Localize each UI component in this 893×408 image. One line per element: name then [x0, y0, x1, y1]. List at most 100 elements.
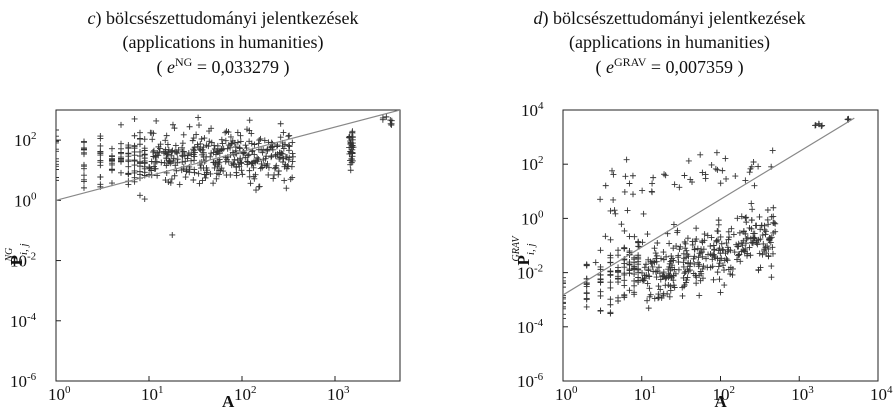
- data-point: [748, 163, 755, 170]
- x-tick-label: 100: [555, 384, 578, 404]
- data-point: [675, 266, 682, 273]
- data-point: [721, 282, 728, 289]
- error-superscript: NG: [175, 55, 193, 69]
- data-point: [662, 275, 669, 282]
- data-point: [136, 141, 143, 148]
- data-point: [689, 241, 696, 248]
- data-point: [207, 170, 214, 177]
- data-point: [751, 182, 758, 189]
- data-point: [56, 139, 59, 146]
- data-point: [275, 167, 282, 174]
- data-point: [693, 274, 700, 281]
- y-tick-label: 104: [521, 100, 544, 120]
- data-point: [275, 171, 282, 178]
- data-point: [631, 233, 638, 240]
- data-point: [645, 305, 652, 312]
- data-point: [148, 129, 155, 136]
- data-point: [285, 142, 292, 149]
- data-point: [272, 164, 279, 171]
- data-point: [250, 173, 257, 180]
- data-point: [223, 172, 230, 179]
- data-point: [749, 206, 756, 213]
- data-point: [125, 170, 132, 177]
- data-point: [583, 290, 590, 297]
- data-point: [615, 247, 622, 254]
- data-point: [563, 294, 566, 301]
- data-point: [592, 259, 599, 266]
- y-tick-label: 10-4: [517, 317, 544, 337]
- data-point: [714, 227, 721, 234]
- data-point: [845, 115, 852, 122]
- data-point: [708, 234, 715, 241]
- data-point: [666, 293, 673, 300]
- data-point: [183, 168, 190, 175]
- data-point: [563, 295, 566, 302]
- data-point: [563, 305, 566, 312]
- data-point: [155, 143, 162, 150]
- data-point: [727, 271, 734, 278]
- data-point: [179, 159, 186, 166]
- data-point: [174, 159, 181, 166]
- data-point: [740, 228, 747, 235]
- data-point: [168, 152, 175, 159]
- y-tick-label: 10-6: [517, 371, 544, 391]
- data-point: [759, 232, 766, 239]
- data-point: [615, 252, 622, 259]
- data-point: [738, 213, 745, 220]
- data-point: [686, 267, 693, 274]
- data-point: [607, 252, 614, 259]
- data-point: [218, 165, 225, 172]
- title-text: ) bölcsészettudományi jelentkezések: [95, 8, 359, 28]
- data-point: [607, 296, 614, 303]
- data-point: [624, 207, 631, 214]
- data-point: [233, 169, 240, 176]
- data-point: [563, 284, 566, 291]
- x-tick-label: 101: [141, 384, 164, 404]
- data-point: [722, 250, 729, 257]
- data-point: [268, 154, 275, 161]
- chart-panel-c: c) bölcsészettudományi jelentkezések (ap…: [0, 0, 446, 408]
- data-point: [615, 267, 622, 274]
- data-point: [264, 160, 271, 167]
- data-point: [635, 265, 642, 272]
- data-point: [563, 311, 566, 318]
- data-point: [283, 185, 290, 192]
- data-point: [279, 159, 286, 166]
- data-point: [669, 264, 676, 271]
- data-point: [597, 271, 604, 278]
- data-point: [621, 271, 628, 278]
- data-point: [234, 157, 241, 164]
- data-point: [744, 234, 751, 241]
- data-point: [751, 235, 758, 242]
- data-point: [701, 237, 708, 244]
- data-point: [213, 170, 220, 177]
- data-point: [747, 252, 754, 259]
- data-point: [80, 163, 87, 170]
- data-point: [743, 219, 750, 226]
- data-point: [769, 250, 776, 257]
- data-point: [764, 243, 771, 250]
- data-point: [197, 147, 204, 154]
- data-point: [655, 291, 662, 298]
- data-point: [277, 120, 284, 127]
- data-point: [289, 158, 296, 165]
- data-point: [185, 149, 192, 156]
- data-point: [152, 165, 159, 172]
- data-point: [653, 274, 660, 281]
- title-text: ) bölcsészettudományi jelentkezések: [542, 8, 806, 28]
- data-point: [160, 148, 167, 155]
- data-point: [289, 139, 296, 146]
- data-point: [626, 287, 633, 294]
- data-point: [164, 151, 171, 158]
- data-point: [227, 144, 234, 151]
- data-point: [232, 144, 239, 150]
- data-point: [719, 246, 726, 253]
- data-point: [723, 175, 730, 182]
- data-point: [182, 174, 189, 181]
- data-point: [175, 146, 182, 153]
- data-point: [640, 210, 647, 217]
- x-tick-label: 102: [713, 384, 736, 404]
- data-point: [288, 163, 295, 170]
- data-point: [622, 173, 629, 180]
- data-point: [645, 273, 652, 280]
